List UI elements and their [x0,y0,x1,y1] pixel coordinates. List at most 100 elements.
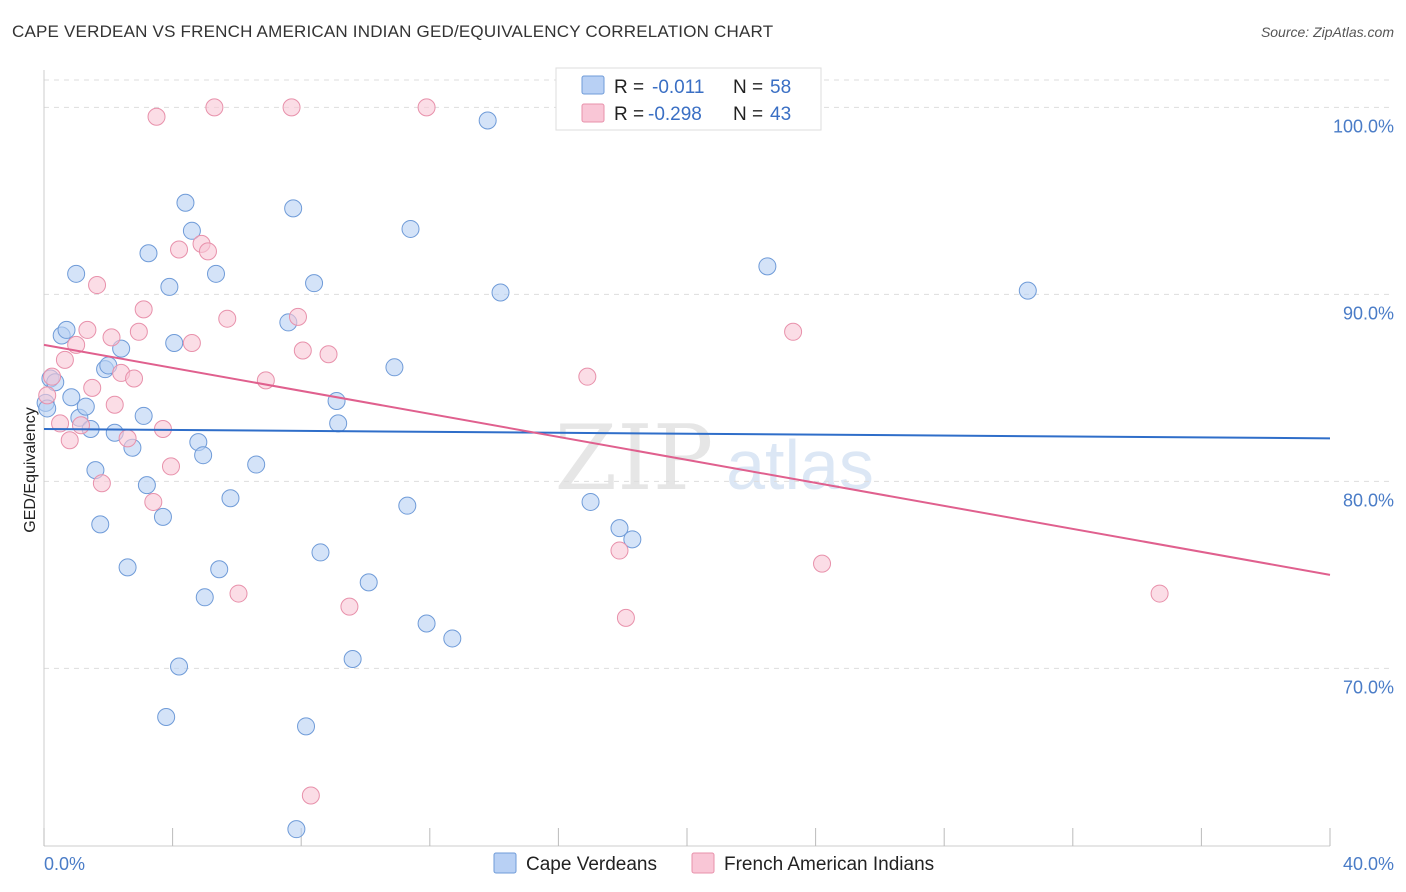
cape-verdean-point-8 [76,397,95,416]
grid-lines [44,79,1390,669]
cape-verdean-point-47 [401,219,420,238]
cape-verdean-point-55 [758,257,777,276]
cape-verdean-point-48 [417,614,436,633]
french-american-indian-point-17 [134,300,153,319]
french-american-indian-point-42 [1150,584,1169,603]
cape-verdean-point-25 [170,657,189,676]
french-american-indian-point-30 [282,98,301,117]
trend-lines [43,343,1331,576]
series-legend: Cape Verdeans French American Indians [493,852,934,875]
cape-verdean-point-49 [443,629,462,648]
french-american-indian-trend-line [43,343,1331,576]
french-american-indian-point-31 [288,307,307,326]
y-tick-label-0: 100.0% [1333,116,1394,136]
y-tick-label-3: 70.0% [1343,677,1394,697]
x-tick-label-max: 40.0% [1343,854,1394,874]
french-american-indian-point-12 [105,395,124,414]
y-tick-label-2: 80.0% [1343,490,1394,510]
french-american-indian-point-0 [38,386,57,405]
cape-verdean-point-41 [327,391,346,410]
french-american-indian-point-14 [118,429,137,448]
french-american-indian-point-37 [578,367,597,386]
french-american-indian-point-41 [813,554,832,573]
cape-verdean-point-54 [623,530,642,549]
cape-verdean-point-33 [221,489,240,508]
cape-verdean-point-52 [581,492,600,511]
x-tick-label-min: 0.0% [44,854,85,874]
legend-n-value-2: 43 [770,104,791,125]
cape-verdean-point-45 [385,358,404,377]
series-legend-label-blue: Cape Verdeans [526,854,657,875]
french-american-indian-point-3 [55,350,74,369]
cape-verdean-point-56 [1018,281,1037,300]
cape-verdean-point-37 [287,820,306,839]
french-american-indian-point-26 [205,98,224,117]
french-american-indian-point-4 [60,431,79,450]
french-american-indian-point-6 [71,416,90,435]
legend-r-label-1: R = [614,77,644,98]
cape-verdean-trend-line [43,428,1331,440]
cape-verdean-point-51 [491,283,510,302]
watermark-atlas: atlas [726,426,874,504]
legend-r-value-1: -0.011 [652,77,704,98]
cape-verdean-point-32 [210,560,229,579]
cape-verdean-point-5 [62,388,81,407]
y-tick-label-1: 90.0% [1343,303,1394,323]
y-axis-title: GED/Equivalency [22,407,39,532]
cape-verdean-point-42 [329,414,348,433]
french-american-indian-point-36 [417,98,436,117]
legend-swatch-blue [581,75,605,95]
series-legend-swatch-blue [493,852,517,874]
french-american-indian-point-22 [170,240,189,259]
french-american-indian-point-7 [78,320,97,339]
cape-verdean-point-50 [478,111,497,130]
cape-verdean-point-4 [57,320,76,339]
series-legend-label-pink: French American Indians [724,854,934,875]
french-american-indian-point-33 [301,786,320,805]
french-american-indian-point-21 [161,457,180,476]
french-american-indian-point-40 [784,322,803,341]
legend-n-value-1: 58 [770,77,791,98]
cape-verdean-point-22 [157,707,176,726]
legend-n-label-1: N = [733,77,763,98]
french-american-indian-point-38 [610,541,629,560]
french-american-indian-point-15 [125,369,144,388]
french-american-indian-point-1 [43,367,62,386]
cape-verdean-point-43 [343,650,362,669]
cape-verdean-point-29 [194,446,213,465]
cape-verdean-point-53 [610,519,629,538]
cape-verdean-point-24 [165,334,184,353]
cape-verdean-point-19 [137,476,156,495]
cape-verdean-point-18 [134,406,153,425]
watermark-zip: ZIP [555,406,714,511]
french-american-indian-point-18 [144,492,163,511]
french-american-indian-point-34 [319,345,338,364]
correlation-legend: R = -0.011 N = 58 R = -0.298 N = 43 [555,67,822,131]
cape-verdean-point-39 [305,274,324,293]
legend-r-value-2: -0.298 [648,104,702,125]
french-american-indian-point-27 [218,309,237,328]
chart-source: Source: ZipAtlas.com [1260,24,1394,40]
french-american-indian-point-28 [229,584,248,603]
cape-verdean-point-6 [67,264,86,283]
cape-verdean-point-44 [359,573,378,592]
legend-n-label-2: N = [733,104,763,125]
french-american-indian-point-16 [129,322,148,341]
french-american-indian-point-19 [147,107,166,126]
series-legend-swatch-pink [691,852,715,874]
data-points [36,98,1169,839]
legend-r-label-2: R = [614,104,644,125]
french-american-indian-point-11 [102,328,121,347]
cape-verdean-point-40 [311,543,330,562]
french-american-indian-point-25 [198,242,217,261]
cape-verdean-point-34 [247,455,266,474]
cape-verdean-point-21 [153,507,172,526]
cape-verdean-point-23 [160,277,179,296]
cape-verdean-point-36 [284,199,303,218]
french-american-indian-point-39 [616,608,635,627]
x-ticks [43,828,1331,846]
cape-verdean-point-20 [139,244,158,263]
french-american-indian-point-9 [88,276,107,295]
cape-verdean-point-46 [398,496,417,515]
